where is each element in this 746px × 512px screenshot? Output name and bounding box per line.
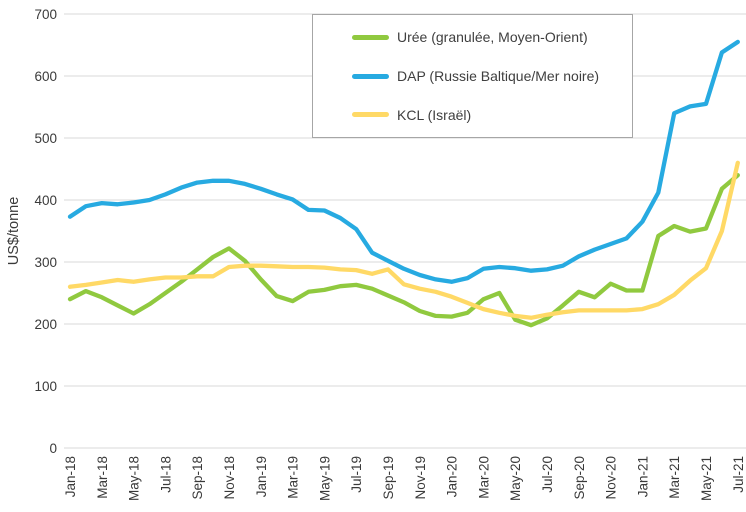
- chart-legend: Urée (granulée, Moyen-Orient) DAP (Russi…: [312, 14, 633, 138]
- y-tick-label-400: 400: [34, 193, 57, 208]
- x-tick-label-May-18: May-18: [127, 456, 142, 501]
- kcl-legend-label: KCL (Israël): [397, 106, 472, 123]
- y-tick-label-100: 100: [34, 379, 57, 394]
- x-tick-label-Jul-21: Jul-21: [731, 456, 746, 493]
- legend-item-dap[interactable]: DAP (Russie Baltique/Mer noire): [313, 60, 632, 93]
- x-tick-label-Mar-19: Mar-19: [286, 456, 301, 499]
- x-tick-label-Mar-21: Mar-21: [667, 456, 682, 499]
- x-tick-label-Jan-18: Jan-18: [63, 456, 78, 497]
- y-tick-label-0: 0: [49, 441, 57, 456]
- x-tick-label-Nov-19: Nov-19: [413, 456, 428, 500]
- series-line-kcl: [67, 160, 740, 320]
- y-tick-label-200: 200: [34, 317, 57, 332]
- x-tick-label-Jul-18: Jul-18: [158, 456, 173, 493]
- x-tick-label-Mar-20: Mar-20: [476, 456, 491, 499]
- x-tick-label-Jan-21: Jan-21: [635, 456, 650, 497]
- series-line-uree: [67, 173, 740, 328]
- x-tick-label-Nov-18: Nov-18: [222, 456, 237, 500]
- x-tick-label-May-19: May-19: [317, 456, 332, 501]
- x-tick-label-Jul-19: Jul-19: [349, 456, 364, 493]
- y-tick-label-300: 300: [34, 255, 57, 270]
- legend-item-uree[interactable]: Urée (granulée, Moyen-Orient): [313, 21, 632, 54]
- x-tick-label-Sep-19: Sep-19: [381, 456, 396, 500]
- x-tick-label-Jan-19: Jan-19: [254, 456, 269, 497]
- uree-legend-label: Urée (granulée, Moyen-Orient): [397, 29, 588, 46]
- y-tick-label-600: 600: [34, 69, 57, 84]
- kcl-line-swatch: [352, 112, 389, 118]
- y-axis-title: US$/tonne: [6, 197, 22, 266]
- y-tick-label-700: 700: [34, 7, 57, 22]
- uree-line-swatch: [352, 34, 389, 40]
- x-tick-label-Nov-20: Nov-20: [604, 456, 619, 500]
- dap-line-swatch: [352, 73, 389, 79]
- x-tick-label-May-20: May-20: [508, 456, 523, 501]
- series-line-dap: [67, 39, 740, 284]
- y-tick-label-500: 500: [34, 131, 57, 146]
- legend-item-kcl[interactable]: KCL (Israël): [313, 98, 632, 131]
- x-tick-label-Sep-18: Sep-18: [190, 456, 205, 500]
- x-tick-label-May-21: May-21: [699, 456, 714, 501]
- x-tick-label-Jul-20: Jul-20: [540, 456, 555, 493]
- x-tick-label-Mar-18: Mar-18: [95, 456, 110, 499]
- x-tick-label-Jan-20: Jan-20: [445, 456, 460, 497]
- dap-legend-label: DAP (Russie Baltique/Mer noire): [397, 68, 600, 84]
- x-tick-label-Sep-20: Sep-20: [572, 456, 587, 500]
